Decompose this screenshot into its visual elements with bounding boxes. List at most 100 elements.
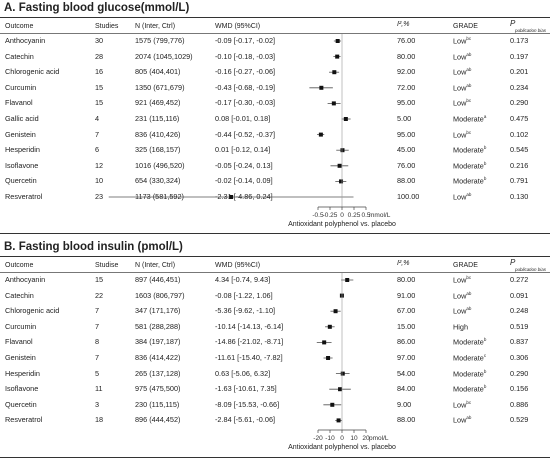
row-p-value: 0.545 [510,145,529,155]
row-grade: Lowab [453,415,471,424]
x-axis-label: Antioxidant polyphenol vs. placebo [288,221,396,228]
row-n: 581 (288,288) [135,321,181,331]
row-wmd: -8.09 [-15.53, -0.66] [215,399,280,409]
row-outcome: Anthocyanin [5,275,46,284]
row-wmd: -0.02 [-0.14, 0.09] [215,176,273,186]
point-estimate [337,163,342,168]
grade-footnote: ab [466,67,472,73]
grade-text: Low [453,52,467,62]
x-tick-label: -10 [325,435,335,442]
grade-footnote: ab [466,192,472,197]
point-estimate [330,402,335,407]
row-studies: 7 [95,353,100,362]
grade-footnote: b [483,368,487,374]
table-bottom-rule [0,457,550,458]
row-p-value: 0.290 [510,368,529,378]
row-i2: 88.00 [397,176,416,186]
row-outcome: Hesperidin [5,368,40,378]
row-studies: 15 [95,82,104,92]
row-studies: 23 [95,192,104,201]
row-n: 836 (414,422) [135,353,181,362]
row-grade: Lowab [453,83,471,92]
grade-text: Moderate [453,161,484,171]
row-n: 654 (330,324) [135,176,181,186]
row-grade: Moderatea [453,114,486,123]
row-wmd: -0.43 [-0.68, -0.19] [215,82,276,92]
grade-footnote: c [483,353,487,358]
row-p-value: 0.306 [510,353,529,362]
row-outcome: Gallic acid [5,114,39,123]
row-p-value: 0.130 [510,192,529,201]
row-outcome: Quercetin [5,176,37,186]
row-studies: 8 [95,337,100,347]
row-studies: 22 [95,290,104,300]
row-wmd: -10.14 [-14.13, -6.14] [215,321,284,331]
row-wmd: -0.08 [-1.22, 1.06] [215,290,273,300]
grade-text: Moderate [453,114,484,124]
x-tick-label: -20 [313,435,323,442]
row-outcome: Resveratrol [5,415,43,425]
row-i2: 92.00 [397,67,416,77]
row-n: 231 (115,116) [135,114,180,123]
row-wmd: -0.44 [-0.52, -0.37] [215,129,276,139]
row-i2: 95.00 [397,129,416,139]
grade-text: High [453,322,469,332]
point-estimate [326,356,331,360]
grade-footnote: ab [466,82,472,88]
row-grade: Lowbc [453,400,471,409]
row-outcome: Quercetin [5,399,37,409]
point-estimate [336,418,341,423]
point-estimate [327,324,332,329]
row-wmd: -14.86 [-21.02, -8.71] [215,337,284,347]
row-wmd: 0.63 [-5.06, 6.32] [215,368,271,378]
point-estimate [343,117,348,121]
row-i2: 9.00 [397,399,412,409]
row-p-value: 0.519 [510,321,529,331]
x-tick-label: 0.5 [361,212,370,219]
row-outcome: Isoflavone [5,384,39,394]
row-n: 1350 (671,679) [135,82,185,92]
row-p-value: 0.791 [510,176,529,186]
grade-footnote: b [483,160,487,166]
row-outcome: Genistein [5,353,36,362]
row-i2: 76.00 [397,36,416,45]
row-i2: 15.00 [397,321,416,331]
row-p-value: 0.248 [510,306,529,316]
point-estimate [345,278,350,282]
row-outcome: Hesperidin [5,145,40,155]
row-p-value: 0.234 [510,82,529,92]
row-grade: Moderateb [453,369,486,378]
x-tick-label: 10 [350,435,358,442]
row-wmd: -0.09 [-0.17, -0.02] [215,36,276,45]
grade-footnote: b [483,337,487,343]
row-p-value: 0.201 [510,67,529,77]
row-grade: High [453,322,468,331]
row-n: 1575 (799,776) [135,36,185,45]
row-p-value: 0.091 [510,290,529,300]
panel-title: A. Fasting blood glucose(mmol/L) [4,2,190,14]
row-studies: 12 [95,160,104,170]
row-i2: 91.00 [397,290,416,300]
row-outcome: Chlorogenic acid [5,306,60,316]
row-n: 897 (446,451) [135,275,181,284]
row-i2: 80.00 [397,275,416,284]
row-studies: 6 [95,145,100,155]
header-i2: I²,% [397,260,410,267]
row-n: 265 (137,128) [135,368,181,378]
x-tick-label: 20 [362,435,370,442]
point-estimate [319,85,324,90]
grade-footnote: bc [466,275,472,280]
row-wmd: -0.05 [-0.24, 0.13] [215,160,273,170]
row-wmd: -0.16 [-0.27, -0.06] [215,67,276,77]
header-p: P [510,258,516,267]
row-p-value: 0.216 [510,160,529,170]
header-rule [0,33,550,34]
header-wmd: WMD (95%CI) [215,262,261,269]
grade-text: Low [453,192,467,202]
row-n: 1173 (581,592) [135,192,184,201]
row-outcome: Curcumin [5,321,37,331]
row-wmd: 0.08 [-0.01, 0.18] [215,114,271,123]
row-grade: Moderatec [453,353,486,362]
row-studies: 15 [95,98,104,108]
row-studies: 7 [95,321,100,331]
